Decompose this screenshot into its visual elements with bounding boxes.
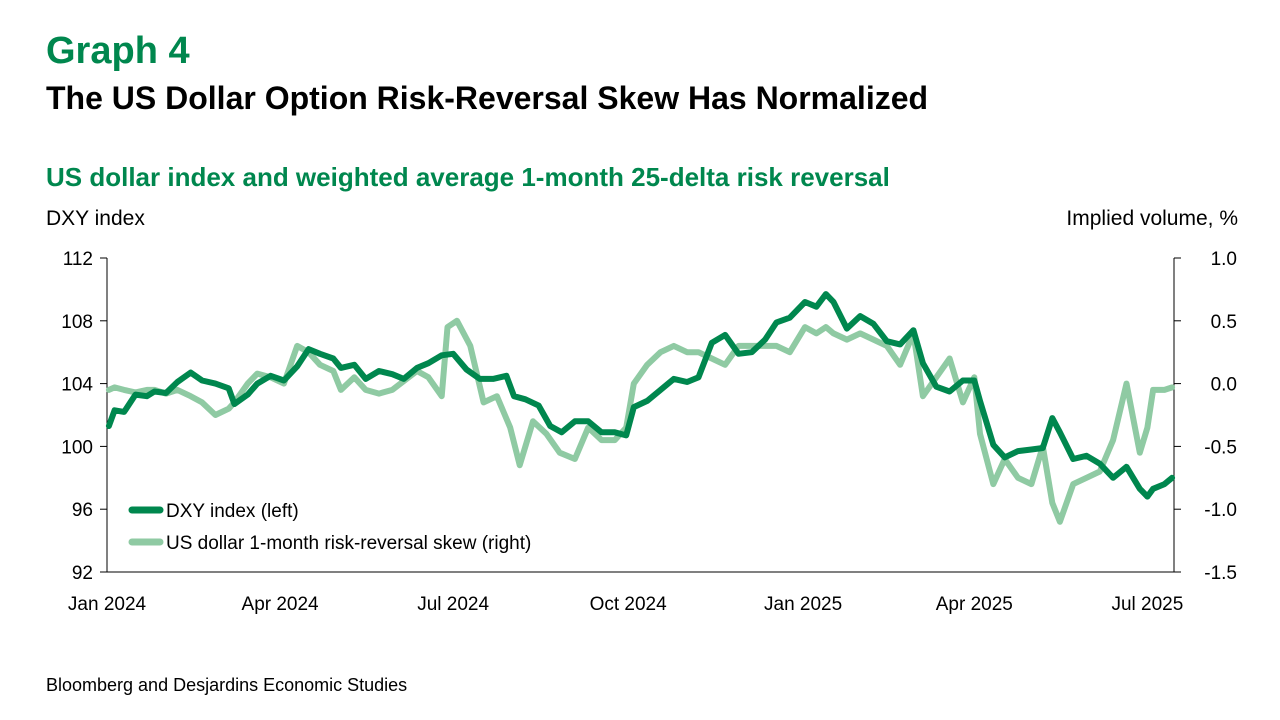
right-tick-label: -0.5	[1204, 437, 1237, 458]
legend-label-dxy: DXY index (left)	[166, 501, 299, 522]
chart-series	[105, 291, 1176, 525]
right-tick-label: 0.5	[1211, 312, 1237, 333]
chart-title: The US Dollar Option Risk-Reversal Skew …	[46, 80, 929, 116]
right-tick-label: -1.0	[1204, 500, 1237, 521]
left-tick-label: 92	[72, 563, 93, 584]
source-note: Bloomberg and Desjardins Economic Studie…	[46, 675, 408, 695]
x-tick-label: Jan 2025	[764, 594, 842, 615]
left-tick-label: 104	[61, 375, 93, 396]
left-tick-label: 100	[61, 437, 93, 458]
x-tick-label: Jul 2024	[417, 594, 489, 615]
chart-axes: 112 108 104 100 96 92 1.0 0.5 0.0 -0.5 -1.0 -1.5 Jan…	[61, 249, 1237, 615]
x-tick-label: Apr 2024	[242, 594, 320, 615]
x-tick-label: Jan 2024	[68, 594, 147, 615]
left-axis-label: DXY index	[46, 207, 145, 230]
x-tick-label: Jul 2025	[1111, 594, 1183, 615]
left-tick-label: 112	[63, 249, 93, 270]
right-axis-label: Implied volume, %	[1066, 207, 1238, 230]
right-tick-label: 1.0	[1211, 249, 1237, 270]
legend-label-skew: US dollar 1-month risk-reversal skew (ri…	[166, 533, 531, 554]
graph-number: Graph 4	[46, 30, 190, 72]
x-tick-label: Apr 2025	[936, 594, 1013, 615]
left-tick-label: 108	[61, 312, 93, 333]
chart-legend: DXY index (left) US dollar 1-month risk-…	[128, 501, 531, 554]
right-tick-label: 0.0	[1211, 375, 1237, 396]
left-tick-label: 96	[72, 500, 93, 521]
chart-subtitle: US dollar index and weighted average 1-m…	[46, 162, 890, 192]
x-tick-label: Oct 2024	[590, 594, 668, 615]
dxy-index-line	[105, 291, 1176, 500]
risk-reversal-skew-line	[105, 317, 1176, 525]
right-tick-label: -1.5	[1204, 563, 1237, 584]
